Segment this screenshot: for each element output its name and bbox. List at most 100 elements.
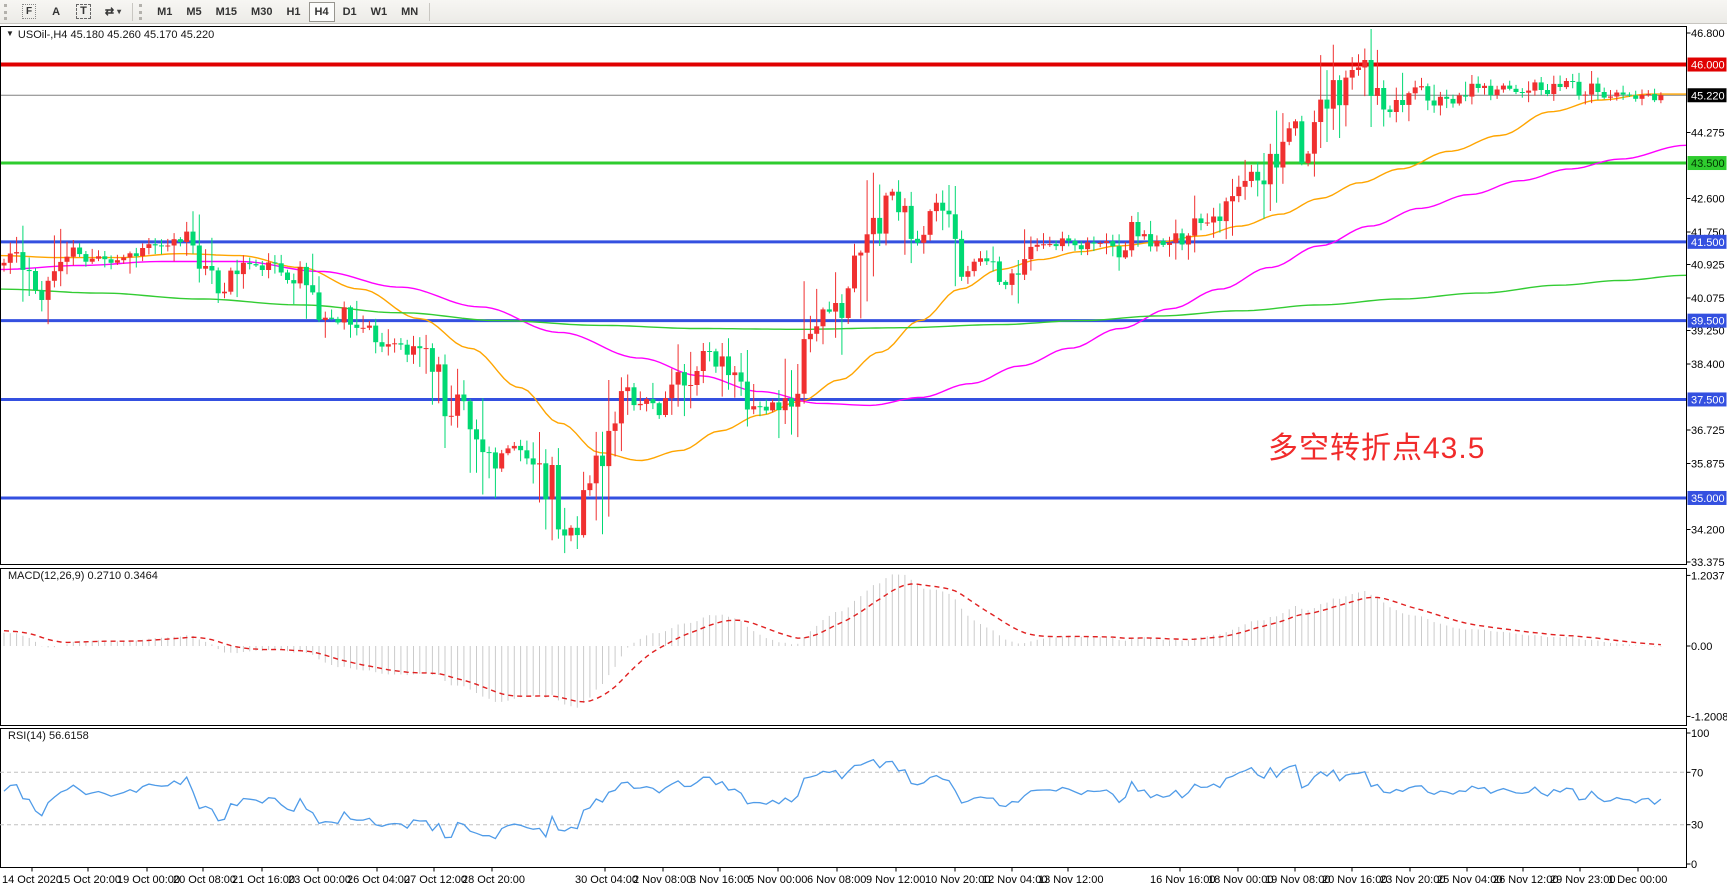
ma-slow-line: [0, 274, 1687, 330]
level-price-tag-text: 46.000: [1691, 60, 1725, 72]
date-axis-label: 19 Nov 08:00: [1265, 874, 1330, 886]
level-price-tag-text: 43.500: [1691, 158, 1725, 170]
date-axis-label: 18 Nov 00:00: [1208, 874, 1273, 886]
arrows-tool-icon: ⇄: [104, 6, 115, 18]
text-tool-icon[interactable]: T: [70, 2, 97, 22]
dropdown-caret-icon[interactable]: ▾: [117, 7, 122, 16]
level-price-tag: [1687, 234, 1727, 249]
date-axis-label: 23 Oct 00:00: [288, 874, 351, 886]
price-axis-label: 40.925: [1691, 259, 1725, 271]
price-axis-label: 40.075: [1691, 293, 1725, 305]
date-axis-label: 19 Oct 00:00: [117, 874, 180, 886]
toolbar: F A T ⇄ ▾ M1 M5 M15 M30 H1 H4 D1 W1 MN: [0, 0, 1727, 24]
date-axis-label: 10 Nov 20:00: [925, 874, 990, 886]
macd-signal-line: [3, 583, 1661, 703]
macd-axis-label: -1.2008: [1691, 711, 1727, 723]
date-axis-label: 13 Nov 12:00: [1038, 874, 1103, 886]
timeframe-button-M30[interactable]: M30: [245, 2, 278, 22]
level-price-tag-text: 41.500: [1691, 237, 1725, 249]
text-tool-icon: T: [76, 4, 91, 19]
chart-canvas[interactable]: 46.80044.27542.60041.75040.92540.07539.2…: [0, 24, 1727, 892]
rsi-axis-label: 30: [1691, 820, 1703, 832]
date-axis-label: 6 Nov 08:00: [807, 874, 866, 886]
toolbar-drag-handle[interactable]: [4, 3, 11, 20]
price-axis-label: 33.375: [1691, 557, 1725, 569]
timeframe-button-D1[interactable]: D1: [337, 2, 363, 22]
level-price-tag-text: 37.500: [1691, 394, 1725, 406]
macd-axis-label: 1.2037: [1691, 570, 1725, 582]
toolbar-drag-handle[interactable]: [139, 3, 146, 20]
panel-frame: [0, 568, 1687, 726]
macd-axis-label: 0.00: [1691, 641, 1712, 653]
timeframe-button-H1[interactable]: H1: [280, 2, 306, 22]
level-price-tag-text: 39.500: [1691, 316, 1725, 328]
price-axis-label: 38.400: [1691, 359, 1725, 371]
level-price-tag-text: 35.000: [1691, 493, 1725, 505]
chart-title: ▼ USOil-,H4 45.180 45.260 45.170 45.220: [6, 29, 214, 41]
price-axis-label: 39.250: [1691, 326, 1725, 338]
date-axis-label: 29 Nov 23:00: [1550, 874, 1615, 886]
level-price-tag: [1687, 490, 1727, 505]
date-axis-label: 28 Oct 20:00: [462, 874, 525, 886]
rsi-axis-label: 0: [1691, 859, 1697, 871]
timeframe-button-MN[interactable]: MN: [395, 2, 424, 22]
date-axis-label: 15 Oct 20:00: [58, 874, 121, 886]
date-axis-label: 1 Dec 00:00: [1608, 874, 1667, 886]
timeframe-button-M15[interactable]: M15: [210, 2, 243, 22]
timeframe-group: M1 M5 M15 M30 H1 H4 D1 W1 MN: [150, 1, 425, 22]
level-price-tag: [1687, 156, 1727, 171]
date-axis-label: 16 Nov 16:00: [1150, 874, 1215, 886]
date-axis-label: 21 Oct 16:00: [232, 874, 295, 886]
price-axis-label: 42.600: [1691, 193, 1725, 205]
chart-text-annotation[interactable]: 多空转折点43.5: [1268, 432, 1486, 465]
macd-indicator-label: MACD(12,26,9) 0.2710 0.3464: [8, 570, 158, 582]
symbol-dropdown-icon[interactable]: ▼: [6, 29, 14, 38]
macd-histogram: [3, 574, 1662, 708]
level-price-tag: [1687, 313, 1727, 328]
date-axis-label: 27 Oct 12:00: [404, 874, 467, 886]
ma-medium-line: [0, 144, 1687, 407]
date-axis-label: 5 Nov 00:00: [748, 874, 807, 886]
date-axis-label: 20 Nov 16:00: [1322, 874, 1387, 886]
level-price-tag: [1687, 392, 1727, 407]
price-axis-label: 46.800: [1691, 28, 1725, 40]
price-axis-label: 36.725: [1691, 425, 1725, 437]
date-axis-label: 20 Oct 08:00: [173, 874, 236, 886]
chart-window: 46.800 44.275 42.600 41.750 40.925 40.075 39.2…: [0, 24, 1727, 892]
price-axis-label: 44.275: [1691, 127, 1725, 139]
panel-frame: [0, 26, 1687, 565]
timeframe-button-H4[interactable]: H4: [308, 1, 335, 22]
date-axis-label: 23 Nov 20:00: [1380, 874, 1445, 886]
toolbar-separator: [132, 2, 134, 21]
symbol-ohlc-text: USOil-,H4 45.180 45.260 45.170 45.220: [17, 29, 215, 41]
date-axis-label: 12 Nov 04:00: [982, 874, 1047, 886]
panel-frame: [0, 728, 1687, 868]
rsi-axis-label: 100: [1691, 728, 1709, 740]
arrows-tool-icon[interactable]: ⇄ ▾: [99, 2, 127, 22]
date-axis-label: 14 Oct 2020: [2, 874, 62, 886]
drawing-tools-group: F A T ⇄ ▾: [15, 2, 128, 22]
current-price-tag: [1687, 88, 1727, 103]
rsi-line: [3, 758, 1662, 840]
chart-shift-icon[interactable]: F: [16, 2, 42, 22]
timeframe-button-M1[interactable]: M1: [151, 2, 178, 22]
date-axis-label: 3 Nov 16:00: [690, 874, 749, 886]
date-axis-label: 9 Nov 12:00: [866, 874, 925, 886]
timeframe-button-M5[interactable]: M5: [180, 2, 207, 22]
price-axis-label: 34.200: [1691, 524, 1725, 536]
candlestick-series: [1, 29, 1664, 554]
date-axis-label: 2 Nov 08:00: [633, 874, 692, 886]
rsi-indicator-label: RSI(14) 56.6158: [8, 730, 89, 742]
toolbar-separator: [429, 2, 431, 21]
timeframe-button-W1[interactable]: W1: [365, 2, 394, 22]
text-label-icon: A: [52, 5, 61, 18]
level-price-tag: [1687, 57, 1727, 72]
rsi-axis-label: 70: [1691, 767, 1703, 779]
chart-shift-icon: F: [22, 4, 37, 19]
text-label-icon[interactable]: A: [44, 2, 68, 22]
current-price-tag-text: 45.220: [1691, 90, 1725, 102]
price-axis-label: 35.875: [1691, 458, 1725, 470]
ma-fast-line: [0, 93, 1686, 462]
date-axis-label: 26 Oct 04:00: [347, 874, 410, 886]
date-axis-label: 25 Nov 04:00: [1437, 874, 1502, 886]
